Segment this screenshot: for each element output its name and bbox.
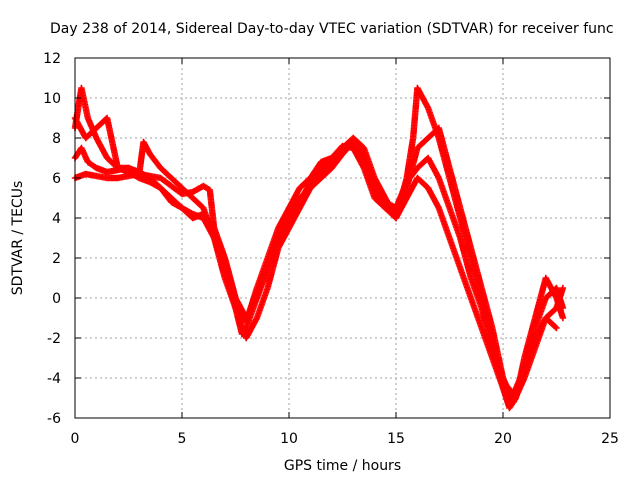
trace-marker [467,243,474,250]
trace-marker [326,166,333,174]
trace-marker [552,323,559,331]
x-tick-label: 10 [280,431,298,447]
trace-marker [176,202,184,210]
x-tick-label: 0 [71,431,80,447]
trace-marker [165,172,173,180]
grid-lines [75,58,610,418]
trace-marker [477,323,485,330]
chart-title: Day 238 of 2014, Sidereal Day-to-day VTE… [50,21,614,37]
trace-marker [467,273,474,280]
trace-marker [456,203,463,210]
x-tick-label: 5 [178,431,187,447]
trace-marker [559,303,566,310]
data-series [71,84,567,412]
y-tick-label: 2 [52,251,61,267]
trace-marker [467,293,474,300]
y-tick-label: 8 [52,131,61,147]
trace-marker [316,171,323,178]
trace-marker [456,233,463,240]
trace-marker [221,253,228,260]
trace-marker [456,263,463,270]
axis-ticks: -6 -4 -2 0 2 4 6 8 10 12 0 5 10 15 20 25 [43,51,619,447]
trace-marker [165,192,173,200]
trace-marker [176,189,183,196]
trace-marker [165,181,173,188]
trace-marker [337,150,344,158]
trace-marker [559,313,566,320]
trace-marker [187,212,194,220]
trace-marker [422,182,430,190]
trace-marker [559,286,566,293]
trace-marker [422,136,430,144]
trace-marker [412,167,419,174]
y-tick-label: 0 [52,291,61,307]
trace-marker [551,322,558,330]
plot-frame [74,57,611,419]
trace-marker [187,192,194,200]
y-tick-label: -4 [47,371,61,387]
trace-marker [488,343,496,350]
x-tick-label: 15 [387,431,405,447]
y-tick-label: -2 [47,331,61,347]
trace-marker [263,266,271,273]
series-trace-4 [71,114,567,398]
trace-marker [316,161,323,168]
trace-marker [326,160,333,168]
trace-marker [445,233,453,240]
y-tick-label: 6 [52,171,61,187]
trace-marker [551,306,558,314]
trace-marker [477,283,485,290]
trace-marker [241,327,248,334]
trace-marker [155,162,163,169]
trace-marker [263,286,271,293]
y-tick-label: 12 [43,51,61,67]
trace-marker [198,202,205,210]
trace-marker [379,202,387,210]
trace-marker [91,126,98,134]
trace-marker [305,186,312,194]
trace-marker [531,326,538,333]
x-axis-label: GPS time / hours [284,458,401,474]
trace-marker [358,148,366,155]
trace-marker [445,163,453,170]
y-tick-label: -6 [47,411,61,427]
series-trace-3 [71,84,560,406]
y-tick-label: 4 [52,211,61,227]
x-tick-label: 25 [601,431,619,447]
x-tick-label: 20 [494,431,512,447]
y-axis-label: SDTVAR / TECUs [10,181,26,296]
trace-marker [209,222,216,229]
trace-marker [445,203,453,210]
trace-marker [221,273,228,280]
trace-marker [305,176,312,184]
y-tick-label: 10 [43,91,61,107]
trace-marker [477,303,485,310]
trace-marker [90,163,98,170]
trace-marker [176,182,184,190]
